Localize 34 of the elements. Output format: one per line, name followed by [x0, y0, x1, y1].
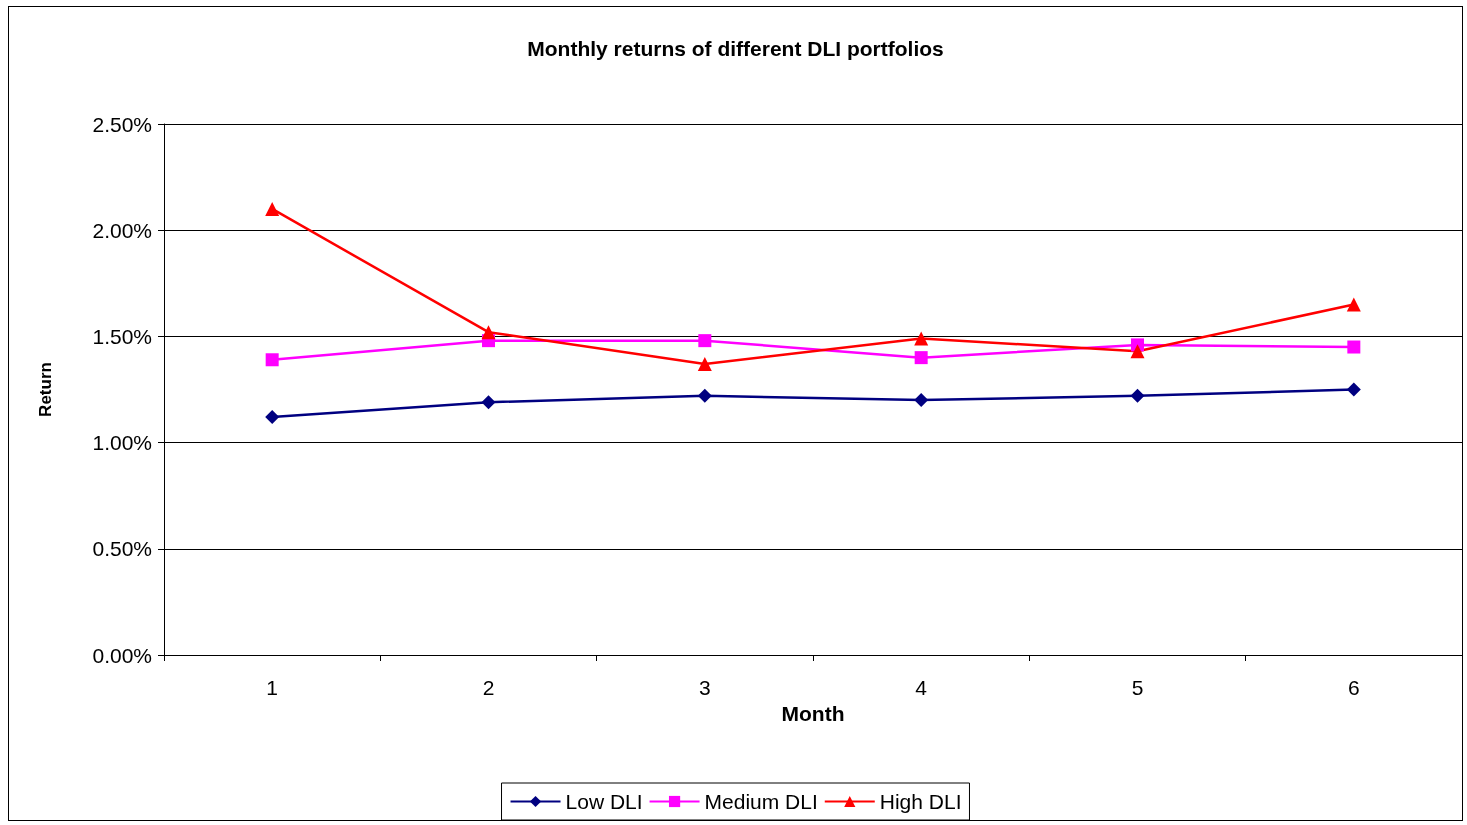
point: [1130, 344, 1145, 359]
point: [1130, 388, 1145, 403]
y-tick-label: 1.50%: [92, 324, 152, 348]
point: [265, 353, 279, 367]
point: [1346, 382, 1361, 397]
y-tick-label: 0.00%: [92, 643, 152, 667]
x-tick-label: 1: [266, 676, 279, 699]
x-tick-label: 6: [1347, 676, 1360, 699]
y-axis-title: Return: [36, 362, 55, 417]
chart-title: Monthly returns of different DLI portfolios: [527, 37, 944, 60]
legend-label: High DLI: [879, 790, 962, 813]
x-tick-label: 4: [915, 676, 928, 699]
point: [265, 410, 280, 425]
legend-label: Low DLI: [565, 790, 643, 813]
y-tick-label: 0.50%: [92, 537, 152, 561]
y-tick-label: 2.00%: [92, 218, 152, 242]
point: [481, 325, 496, 340]
x-tick-label: 3: [698, 676, 711, 699]
x-tick-label: 2: [482, 676, 495, 699]
point: [914, 393, 929, 408]
point: [481, 395, 496, 410]
y-tick-label: 1.00%: [92, 431, 152, 455]
point: [1346, 297, 1361, 312]
y-tick-label: 2.50%: [92, 112, 152, 136]
point: [697, 357, 712, 372]
legend-label: Medium DLI: [704, 790, 818, 813]
x-tick-label: 5: [1131, 676, 1144, 699]
point: [914, 351, 928, 365]
point: [265, 201, 280, 216]
point: [698, 334, 712, 348]
point: [914, 331, 929, 346]
point: [1347, 340, 1361, 354]
point: [697, 388, 712, 403]
x-axis-title: Month: [781, 701, 845, 725]
